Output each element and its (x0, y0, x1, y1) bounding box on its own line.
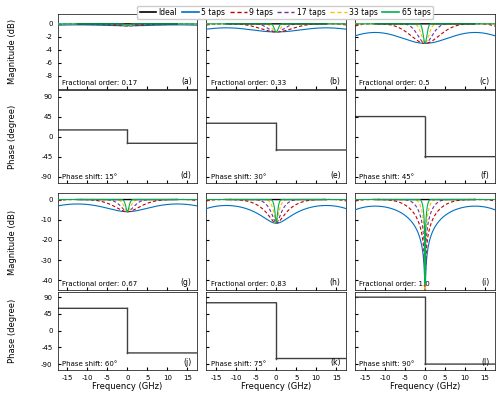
Text: Phase shift: 75°: Phase shift: 75° (210, 360, 266, 366)
Text: (a): (a) (181, 77, 192, 86)
Text: Fractional order: 0.67: Fractional order: 0.67 (62, 280, 137, 286)
Text: Phase shift: 90°: Phase shift: 90° (360, 360, 414, 366)
Text: (d): (d) (181, 170, 192, 180)
Text: (g): (g) (181, 278, 192, 286)
Text: (c): (c) (480, 77, 490, 86)
Text: Phase (degree): Phase (degree) (8, 105, 17, 169)
Text: Phase (degree): Phase (degree) (8, 299, 17, 363)
Text: Magnitude (dB): Magnitude (dB) (8, 209, 17, 274)
X-axis label: Frequency (GHz): Frequency (GHz) (241, 382, 312, 391)
X-axis label: Frequency (GHz): Frequency (GHz) (390, 382, 460, 391)
Text: Fractional order: 0.5: Fractional order: 0.5 (360, 80, 430, 86)
Text: (b): (b) (330, 77, 340, 86)
Text: Phase shift: 45°: Phase shift: 45° (360, 174, 414, 180)
Text: (f): (f) (480, 170, 490, 180)
X-axis label: Frequency (GHz): Frequency (GHz) (92, 382, 162, 391)
Text: (j): (j) (184, 358, 192, 366)
Text: (e): (e) (330, 170, 340, 180)
Text: (l): (l) (481, 358, 490, 366)
Text: Phase shift: 30°: Phase shift: 30° (210, 174, 266, 180)
Text: (i): (i) (481, 278, 490, 286)
Text: (k): (k) (330, 358, 340, 366)
Text: Phase shift: 60°: Phase shift: 60° (62, 360, 117, 366)
Text: (h): (h) (330, 278, 340, 286)
Text: Phase shift: 15°: Phase shift: 15° (62, 174, 117, 180)
Text: Fractional order: 0.83: Fractional order: 0.83 (210, 280, 286, 286)
Text: Fractional order: 1.0: Fractional order: 1.0 (360, 280, 430, 286)
Text: Fractional order: 0.17: Fractional order: 0.17 (62, 80, 137, 86)
Legend: Ideal, 5 taps, 9 taps, 17 taps, 33 taps, 65 taps: Ideal, 5 taps, 9 taps, 17 taps, 33 taps,… (138, 6, 432, 19)
Text: Magnitude (dB): Magnitude (dB) (8, 19, 17, 84)
Text: Fractional order: 0.33: Fractional order: 0.33 (210, 80, 286, 86)
